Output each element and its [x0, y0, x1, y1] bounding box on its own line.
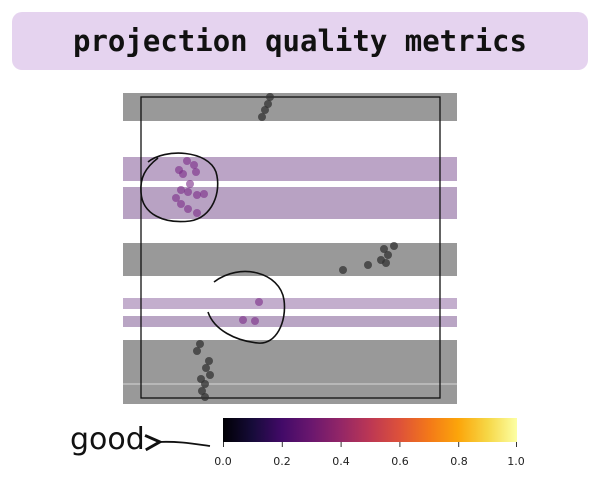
- point: [380, 245, 388, 253]
- point: [264, 100, 272, 108]
- point: [339, 266, 347, 274]
- point: [261, 106, 269, 114]
- point: [382, 259, 390, 267]
- point: [251, 317, 259, 325]
- point: [206, 371, 214, 379]
- points-purple-cluster-1: [172, 157, 208, 217]
- band-purple-4: [123, 316, 457, 327]
- point: [177, 200, 185, 208]
- point: [202, 364, 210, 372]
- colorbar: [223, 418, 517, 442]
- point: [255, 298, 263, 306]
- band-purple-1: [123, 157, 457, 181]
- point: [190, 161, 198, 169]
- point: [198, 387, 206, 395]
- point: [183, 157, 191, 165]
- points-gray-top: [258, 93, 274, 121]
- band-gray-3: [123, 340, 457, 404]
- colorbar-tick-label: 0.8: [450, 455, 468, 468]
- point: [205, 357, 213, 365]
- point: [172, 194, 180, 202]
- band-purple-3: [123, 298, 457, 309]
- title-banner: projection quality metrics: [12, 12, 588, 70]
- good-arrow: [158, 442, 211, 446]
- point: [239, 316, 247, 324]
- point: [193, 347, 201, 355]
- bands: [123, 93, 457, 404]
- point: [390, 242, 398, 250]
- point: [201, 380, 209, 388]
- title-text: projection quality metrics: [73, 24, 527, 58]
- point: [364, 261, 372, 269]
- point: [266, 93, 274, 101]
- band-purple-2: [123, 187, 457, 219]
- colorbar-tick-label: 0.0: [214, 455, 232, 468]
- colorbar-tick-label: 1.0: [507, 455, 525, 468]
- annotation-circle-2: [207, 270, 286, 344]
- point: [184, 188, 192, 196]
- point: [384, 251, 392, 259]
- colorbar-ticks: [223, 442, 517, 447]
- colorbar-tick-label: 0.6: [391, 455, 409, 468]
- point: [193, 191, 201, 199]
- good-label: good: [70, 422, 145, 457]
- point: [258, 113, 266, 121]
- annotation-circle-1: [140, 152, 219, 223]
- point: [177, 186, 185, 194]
- point: [186, 180, 194, 188]
- point: [196, 340, 204, 348]
- colorbar-tick-label: 0.2: [273, 455, 291, 468]
- point: [200, 190, 208, 198]
- point: [179, 170, 187, 178]
- plot-frame: [140, 96, 441, 399]
- point: [193, 209, 201, 217]
- points-gray-bottom: [193, 340, 214, 401]
- points-purple-cluster-2: [239, 298, 263, 325]
- band-gray-2: [123, 243, 457, 276]
- point: [192, 168, 200, 176]
- points-gray-right: [339, 242, 398, 274]
- band-gray-1: [123, 93, 457, 121]
- point: [184, 205, 192, 213]
- point: [201, 393, 209, 401]
- colorbar-tick-label: 0.4: [332, 455, 350, 468]
